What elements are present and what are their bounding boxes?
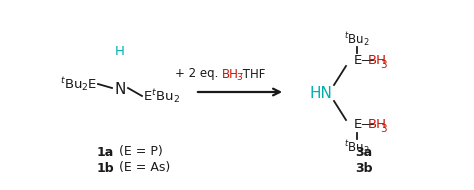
Text: (E = P): (E = P) — [115, 146, 163, 158]
Text: E—: E— — [354, 119, 375, 131]
Text: $^t$Bu$_2$E: $^t$Bu$_2$E — [60, 75, 97, 93]
Text: E$^t$Bu$_2$: E$^t$Bu$_2$ — [143, 87, 180, 105]
Text: 1a: 1a — [96, 146, 114, 158]
Text: N: N — [114, 82, 126, 97]
Text: $^t$Bu$_2$: $^t$Bu$_2$ — [344, 138, 370, 156]
Text: 3b: 3b — [355, 162, 373, 174]
Text: E—: E— — [354, 55, 375, 67]
Text: 1b: 1b — [96, 162, 114, 174]
Text: 3: 3 — [380, 124, 387, 134]
Text: ·THF: ·THF — [240, 67, 266, 81]
Text: H: H — [115, 45, 125, 58]
Text: 3a: 3a — [356, 146, 373, 158]
Text: BH: BH — [368, 55, 387, 67]
Text: + 2 eq.: + 2 eq. — [175, 67, 222, 81]
Text: $^t$Bu$_2$: $^t$Bu$_2$ — [344, 30, 370, 48]
Text: BH: BH — [222, 67, 239, 81]
Text: 3: 3 — [380, 60, 387, 70]
Text: HN: HN — [309, 86, 332, 101]
Text: (E = As): (E = As) — [115, 162, 170, 174]
Text: BH: BH — [368, 119, 387, 131]
Text: 3: 3 — [236, 73, 242, 82]
